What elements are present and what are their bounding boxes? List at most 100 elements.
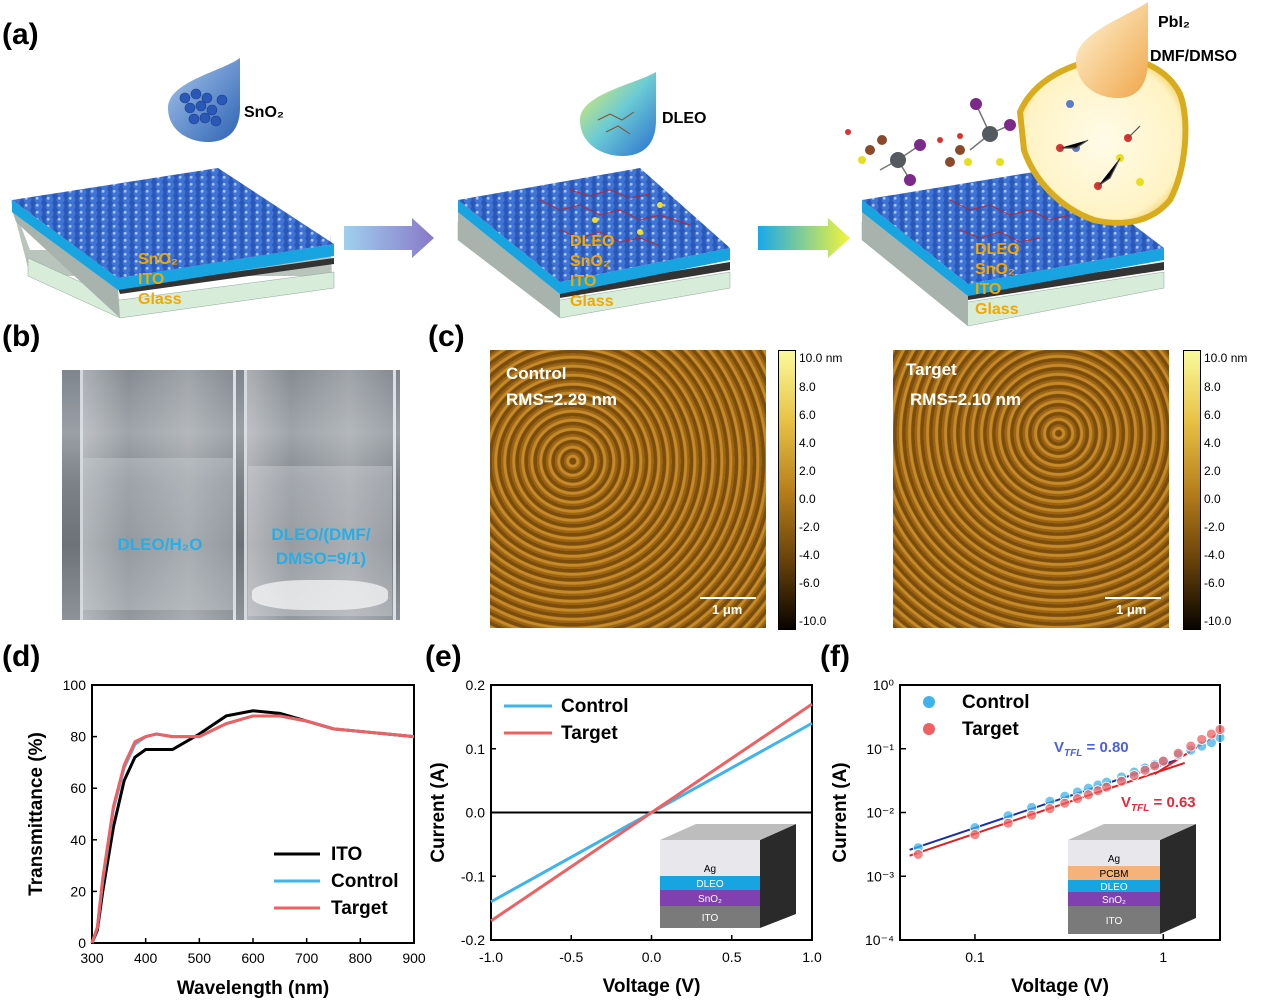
inset-f-side [1160,824,1196,934]
colorbar-tick-label: -6.0 [1204,576,1225,590]
colorbar-tick-label: -4.0 [1204,548,1225,562]
colorbar-tick-label: 8.0 [799,380,816,394]
x-axis-label-f: Voltage (V) [1011,976,1109,997]
sno2-drop-label: SnO₂ [244,104,284,121]
series-line-target [490,702,813,923]
stack1-layer-label: Glass [138,291,182,308]
fit-line-target-tfl [1154,731,1221,775]
data-point-target [1214,724,1226,735]
inset-f-layer [1068,866,1160,880]
stack3-labels: DLEO SnO₂ ITO Glass [975,240,1019,320]
x-axis-label-d: Wavelength (nm) [177,978,329,999]
stack-2 [457,168,731,319]
colorbar-tick-label: 8.0 [1204,380,1221,394]
data-point-control [1214,732,1226,743]
colorbar-tick-label: 4.0 [799,436,816,450]
data-point-control [1196,740,1208,752]
series-line-control [90,714,415,944]
vial-left [80,370,236,620]
legend-label-control: Control [331,871,399,892]
inset-e-layer-label: ITO [702,913,719,924]
stack3-layer-label: ITO [975,281,1002,298]
data-point-control [1059,790,1071,802]
inset-e-layer [660,906,760,928]
inset-f-layer-label: PCBM [1100,869,1129,880]
colorbar-tick-label: 0.0 [799,492,816,506]
y-tick-label-d: 40 [70,832,86,848]
dleo-drop [580,72,656,156]
data-point-target [1059,797,1071,809]
x-tick-label-f: 1 [1159,949,1167,965]
data-point-control [1128,766,1140,778]
afm-control-scalebar [700,597,756,599]
fit-line-target [909,761,1186,857]
x-tick-label-d: 400 [134,950,158,966]
y-axis-label-f: Current (A) [830,762,851,862]
legend-label-ito: ITO [331,844,362,865]
y-tick-label-e: 0.2 [466,677,486,693]
x-tick-label-d: 900 [402,950,426,966]
y-tick-label-e: 0.1 [466,741,486,757]
data-point-control [1002,810,1014,822]
data-point-control [1092,779,1104,791]
data-point-target [1157,755,1169,767]
data-point-target [1044,803,1056,815]
afm-control-rms: RMS=2.29 nm [506,390,618,409]
data-point-control [1116,771,1127,783]
legend-label-target: Target [561,723,618,744]
inset-e-layer [660,840,760,876]
data-point-target [1002,817,1014,829]
panel-b-label: (b) [2,320,41,353]
series-line-control [490,721,813,904]
legend-label-target: Target [962,719,1019,740]
inset-e-top [660,824,796,840]
vial-right [244,370,396,620]
panel-a-schematic [10,2,1189,327]
data-point-target [1072,793,1083,805]
molecule-cluster [845,98,1016,186]
inset-f-layer [1068,892,1160,906]
y-tick-label-e: -0.2 [461,932,485,948]
legend-marker-control [923,696,935,708]
y-tick-label-d: 100 [63,677,87,693]
plot-d-frame [91,684,415,944]
data-point-control [1149,758,1161,770]
data-point-target [1128,770,1140,781]
series-line-ito [90,709,415,944]
panel-f-label: (f) [820,640,850,673]
x-tick-label-d: 800 [349,950,373,966]
colorbar-tick-label: -10.0 [1204,614,1232,628]
legend-label-control: Control [962,692,1030,713]
colorbar-tick-label: -10.0 [799,614,827,628]
stack3-layer-label: DLEO [975,241,1020,258]
inset-e-layer [660,890,760,906]
y-tick-label-f: 10⁻¹ [866,741,894,757]
inset-e-layer-label: DLEO [696,879,723,890]
legend-marker-target [923,723,935,735]
stack2-labels: DLEO SnO₂ ITO Glass [570,232,614,312]
afm-control-scalebar-label: 1 μm [712,602,743,617]
x-tick-label-e: -0.5 [559,949,583,965]
colorbar-tick-label: 0.0 [1204,492,1221,506]
plot-e-frame [490,684,813,941]
stack-1 [10,168,335,319]
vial-photo: DLEO/H₂O DLEO/(DMF/ DMSO=9/1) [62,370,400,620]
data-point-control [1185,744,1197,756]
pbi2-drop [1076,2,1148,98]
panel-a-label: (a) [2,18,39,51]
y-tick-label-d: 20 [70,883,86,899]
data-point-target [1026,809,1038,821]
afm-target-scalebar [1105,597,1161,599]
data-point-target [1172,747,1184,759]
afm-target-scalebar-label: 1 μm [1116,602,1147,617]
stack1-labels: SnO₂ ITO Glass [138,250,182,310]
stack3-layer-label: Glass [975,301,1019,318]
stack2-layer-label: SnO₂ [570,253,610,270]
afm-control-title: Control [506,364,567,383]
inset-f-layer-label: Ag [1108,854,1120,865]
data-point-control [1026,802,1038,813]
colorbar-tick-label: 2.0 [799,464,816,478]
series-line-target [90,714,415,944]
data-point-control [1205,737,1217,748]
data-point-control [912,842,924,854]
